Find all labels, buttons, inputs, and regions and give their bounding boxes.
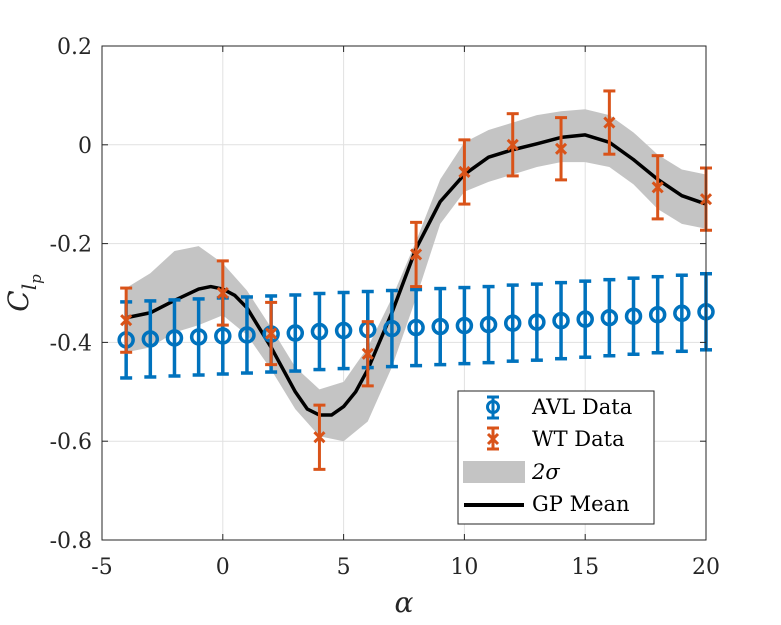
wt-marker [603, 116, 616, 129]
avl-point [528, 282, 546, 362]
wt-marker [651, 181, 664, 194]
wt-series [120, 89, 713, 471]
avl-marker [503, 314, 522, 332]
legend-band-label: 2σ [531, 460, 560, 484]
avl-point [576, 279, 594, 359]
wt-marker [410, 248, 423, 261]
y-tick-label: -0.8 [50, 529, 92, 554]
avl-marker [600, 308, 619, 327]
wt-point [410, 220, 423, 289]
avl-marker [576, 310, 594, 328]
wt-point [216, 259, 229, 327]
avl-marker [648, 305, 667, 324]
avl-marker [214, 327, 232, 345]
wt-marker [265, 327, 278, 340]
legend-avl-symbol [486, 395, 500, 420]
wt-point [265, 300, 278, 367]
axes-box [101, 45, 707, 541]
wt-point [458, 138, 471, 206]
wt-marker [313, 431, 326, 444]
avl-point [334, 290, 353, 371]
avl-point [673, 273, 691, 354]
avl-point [238, 295, 256, 375]
avl-point [431, 286, 449, 367]
y-tick-label: -0.4 [50, 331, 92, 356]
x-tick-label: 0 [216, 555, 230, 580]
avl-marker [552, 311, 570, 330]
avl-marker [286, 324, 305, 342]
wt-point [361, 320, 374, 388]
x-tick-label: 15 [571, 555, 599, 580]
x-tick-label: 10 [450, 555, 478, 580]
avl-point [383, 288, 401, 369]
avl-marker [528, 313, 546, 331]
wt-point [554, 116, 568, 182]
avl-marker [431, 317, 449, 336]
legend-wt-label: WT Data [532, 427, 625, 451]
avl-point [479, 284, 498, 365]
y-tick-label: 0 [78, 134, 92, 159]
avl-marker [479, 315, 498, 334]
wt-point [120, 286, 133, 354]
gp-mean-line-group [125, 133, 707, 417]
y-axis-label: Clp [2, 274, 45, 312]
x-tick-label: 20 [692, 555, 720, 580]
wt-point [506, 112, 519, 178]
wt-point [603, 89, 616, 156]
avl-point [503, 283, 522, 363]
wt-marker [216, 286, 229, 300]
wt-marker [554, 142, 568, 155]
avl-point [165, 298, 184, 378]
avl-marker [624, 307, 643, 325]
avl-point [407, 287, 425, 368]
avl-marker [455, 316, 474, 335]
ticks: -5 0 5 10 15 20 0.2 0 -0.2 -0.4 -0.6 -0.8 [50, 35, 720, 580]
wt-marker [120, 314, 133, 327]
legend-mean-label: GP Mean [532, 492, 630, 516]
avl-marker [673, 304, 691, 323]
wt-point [313, 403, 326, 471]
y-tick-label: 0.2 [57, 35, 92, 60]
gp-mean-line [125, 133, 707, 417]
x-axis-label: α [395, 586, 414, 619]
avl-point [600, 277, 619, 358]
wt-marker [458, 165, 471, 179]
avl-marker [383, 319, 401, 338]
legend-avl-label: AVL Data [531, 395, 632, 419]
y-tick-label: -0.2 [50, 233, 92, 258]
avl-point [648, 274, 667, 355]
avl-point [141, 299, 160, 379]
legend-wt-symbol [486, 426, 500, 451]
wt-point [651, 154, 664, 221]
avl-point [310, 291, 329, 372]
y-tick-label: -0.6 [50, 430, 92, 455]
x-tick-label: 5 [337, 555, 351, 580]
legend-band-symbol [463, 461, 525, 483]
avl-marker [407, 318, 425, 337]
avl-point [455, 285, 474, 366]
avl-point [286, 293, 305, 373]
avl-marker [141, 330, 160, 348]
wt-marker [361, 347, 374, 360]
avl-point [624, 276, 643, 357]
avl-point [552, 280, 570, 361]
legend: AVL Data WT Data 2σ GP Mean [457, 390, 655, 525]
avl-marker [310, 322, 329, 341]
avl-point [189, 297, 208, 377]
avl-marker [189, 328, 208, 346]
avl-marker [334, 321, 353, 340]
x-tick-label: -5 [91, 555, 112, 580]
wt-marker [506, 138, 519, 151]
avl-marker [238, 326, 256, 344]
avl-marker [165, 329, 184, 347]
